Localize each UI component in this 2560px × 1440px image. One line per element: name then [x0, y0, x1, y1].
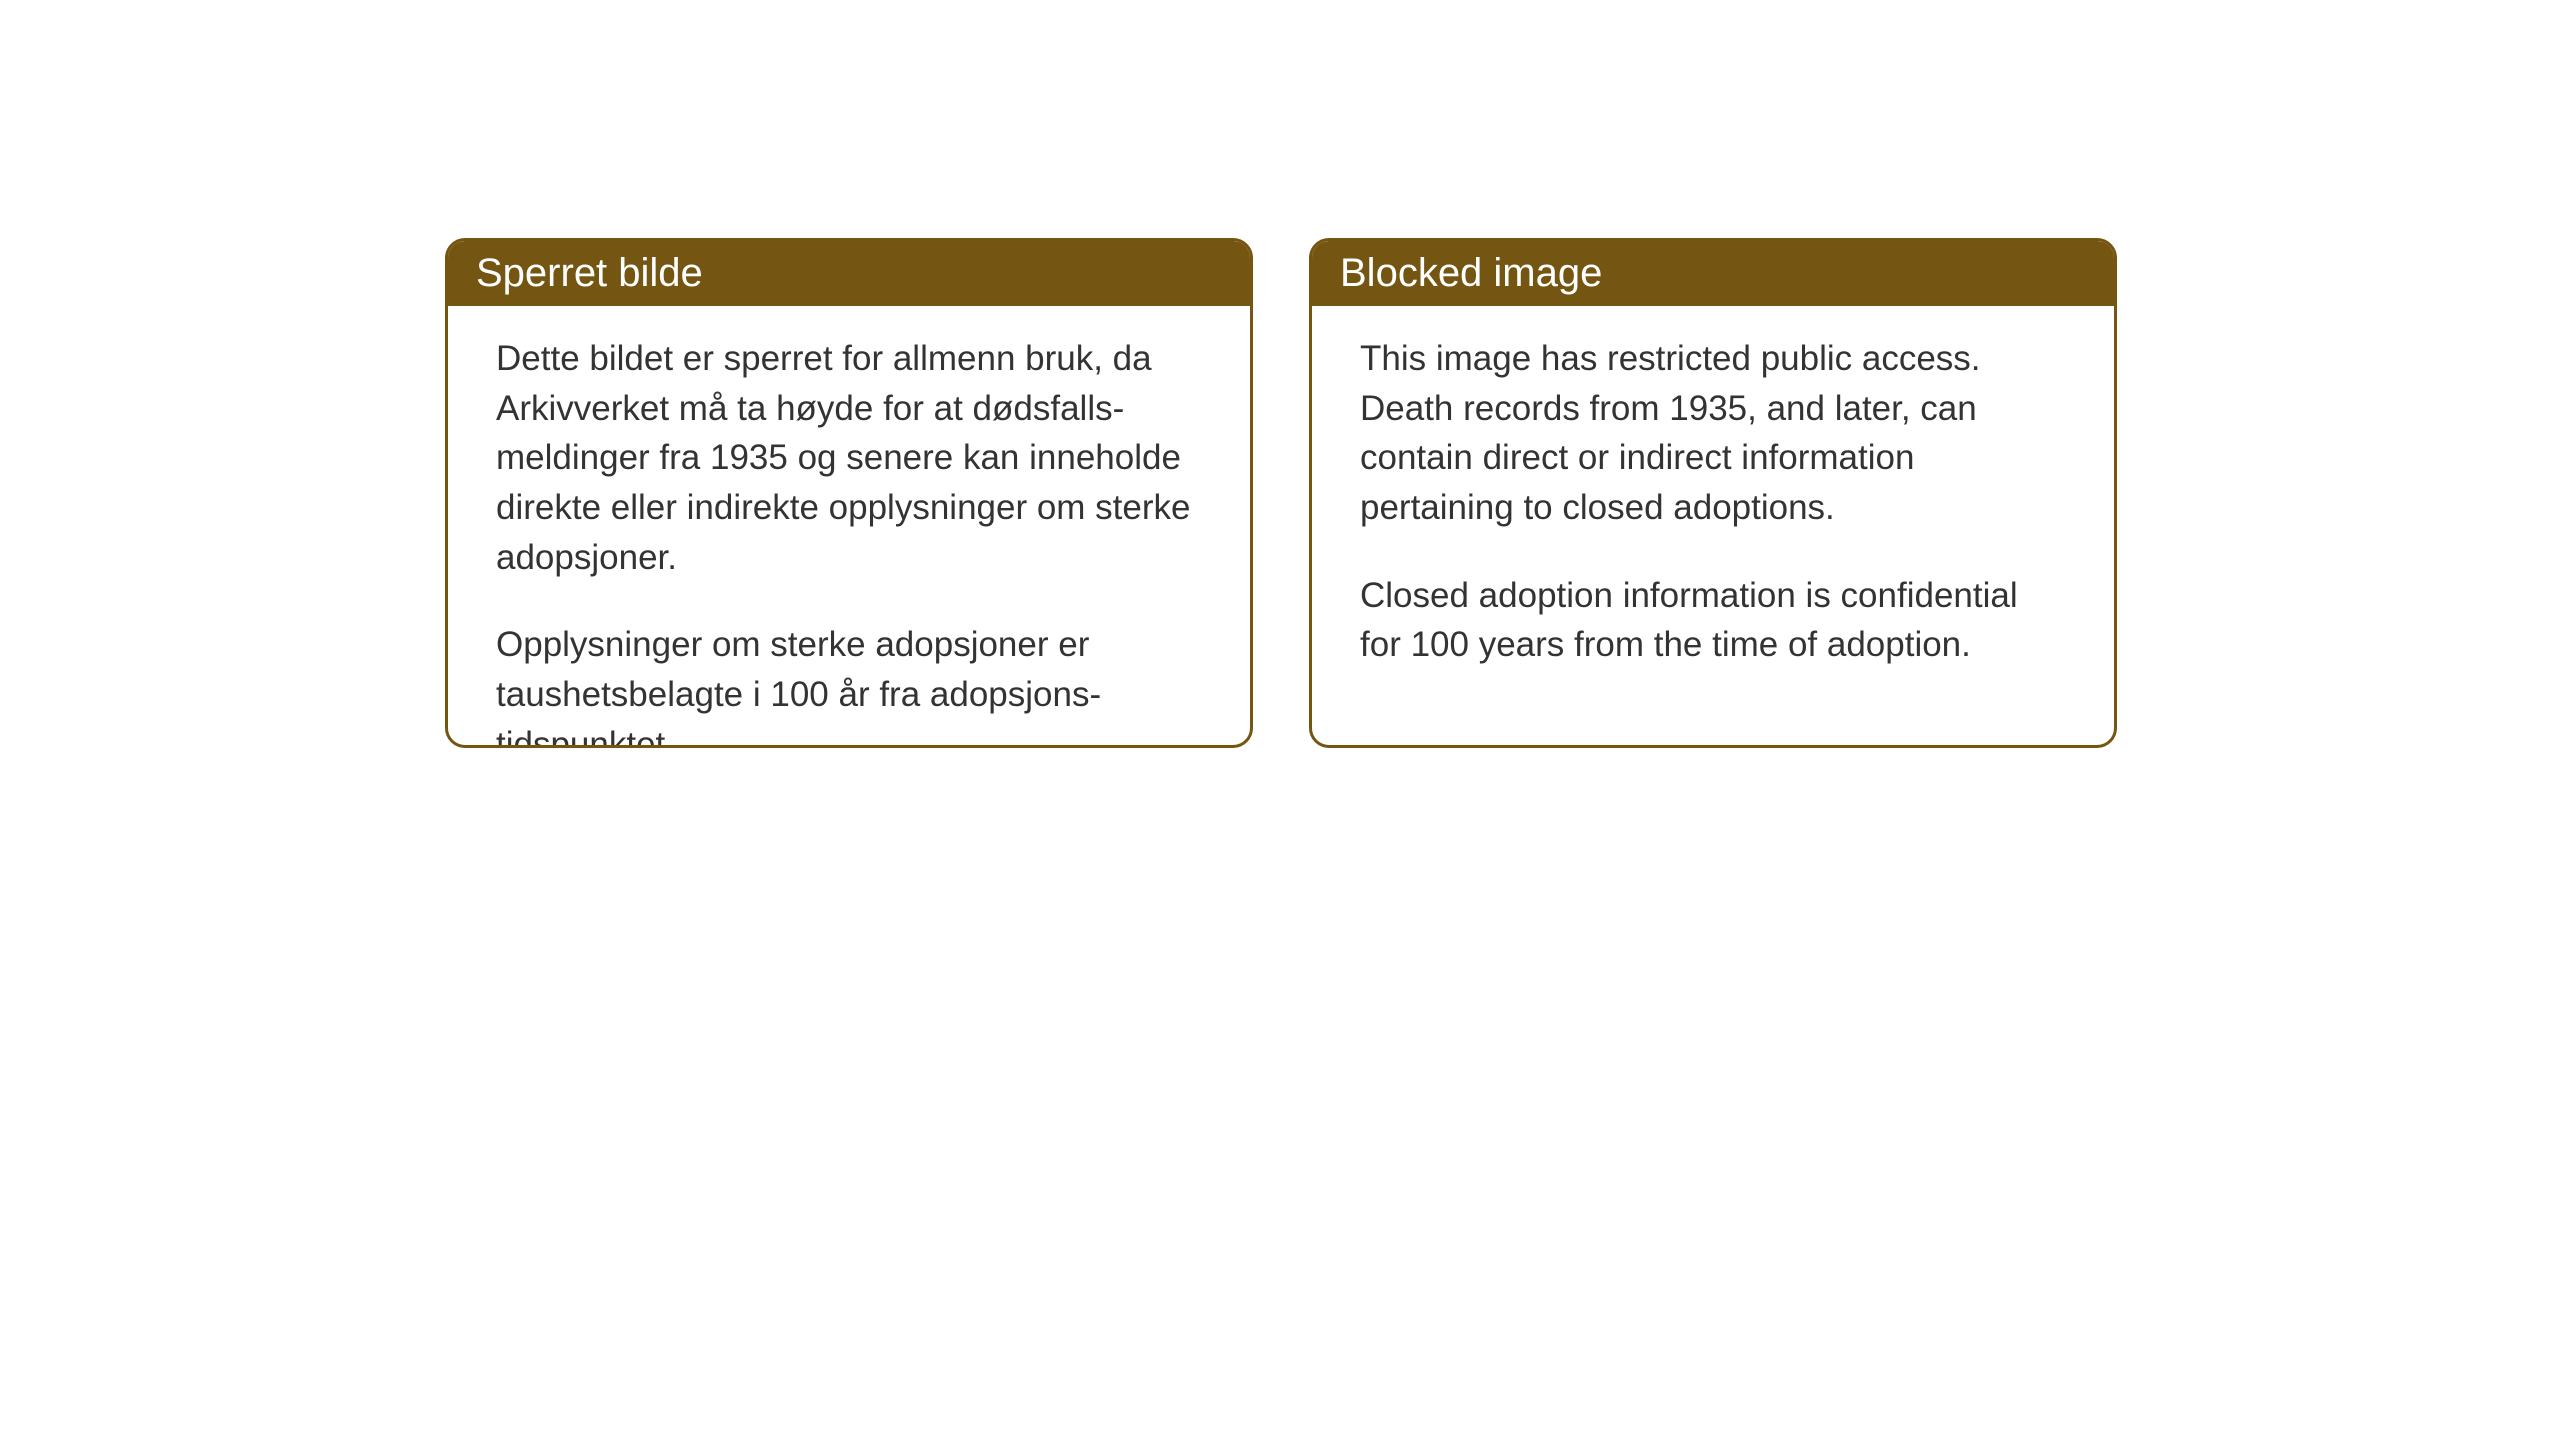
english-card-title: Blocked image: [1312, 241, 2114, 306]
english-notice-card: Blocked image This image has restricted …: [1309, 238, 2117, 748]
norwegian-paragraph-2: Opplysninger om sterke adopsjoner er tau…: [496, 620, 1202, 748]
norwegian-notice-card: Sperret bilde Dette bildet er sperret fo…: [445, 238, 1253, 748]
english-paragraph-1: This image has restricted public access.…: [1360, 334, 2066, 533]
norwegian-paragraph-1: Dette bildet er sperret for allmenn bruk…: [496, 334, 1202, 582]
english-card-body: This image has restricted public access.…: [1312, 306, 2114, 698]
english-paragraph-2: Closed adoption information is confident…: [1360, 571, 2066, 670]
norwegian-card-title: Sperret bilde: [448, 241, 1250, 306]
norwegian-card-body: Dette bildet er sperret for allmenn bruk…: [448, 306, 1250, 748]
notice-container: Sperret bilde Dette bildet er sperret fo…: [445, 238, 2117, 748]
